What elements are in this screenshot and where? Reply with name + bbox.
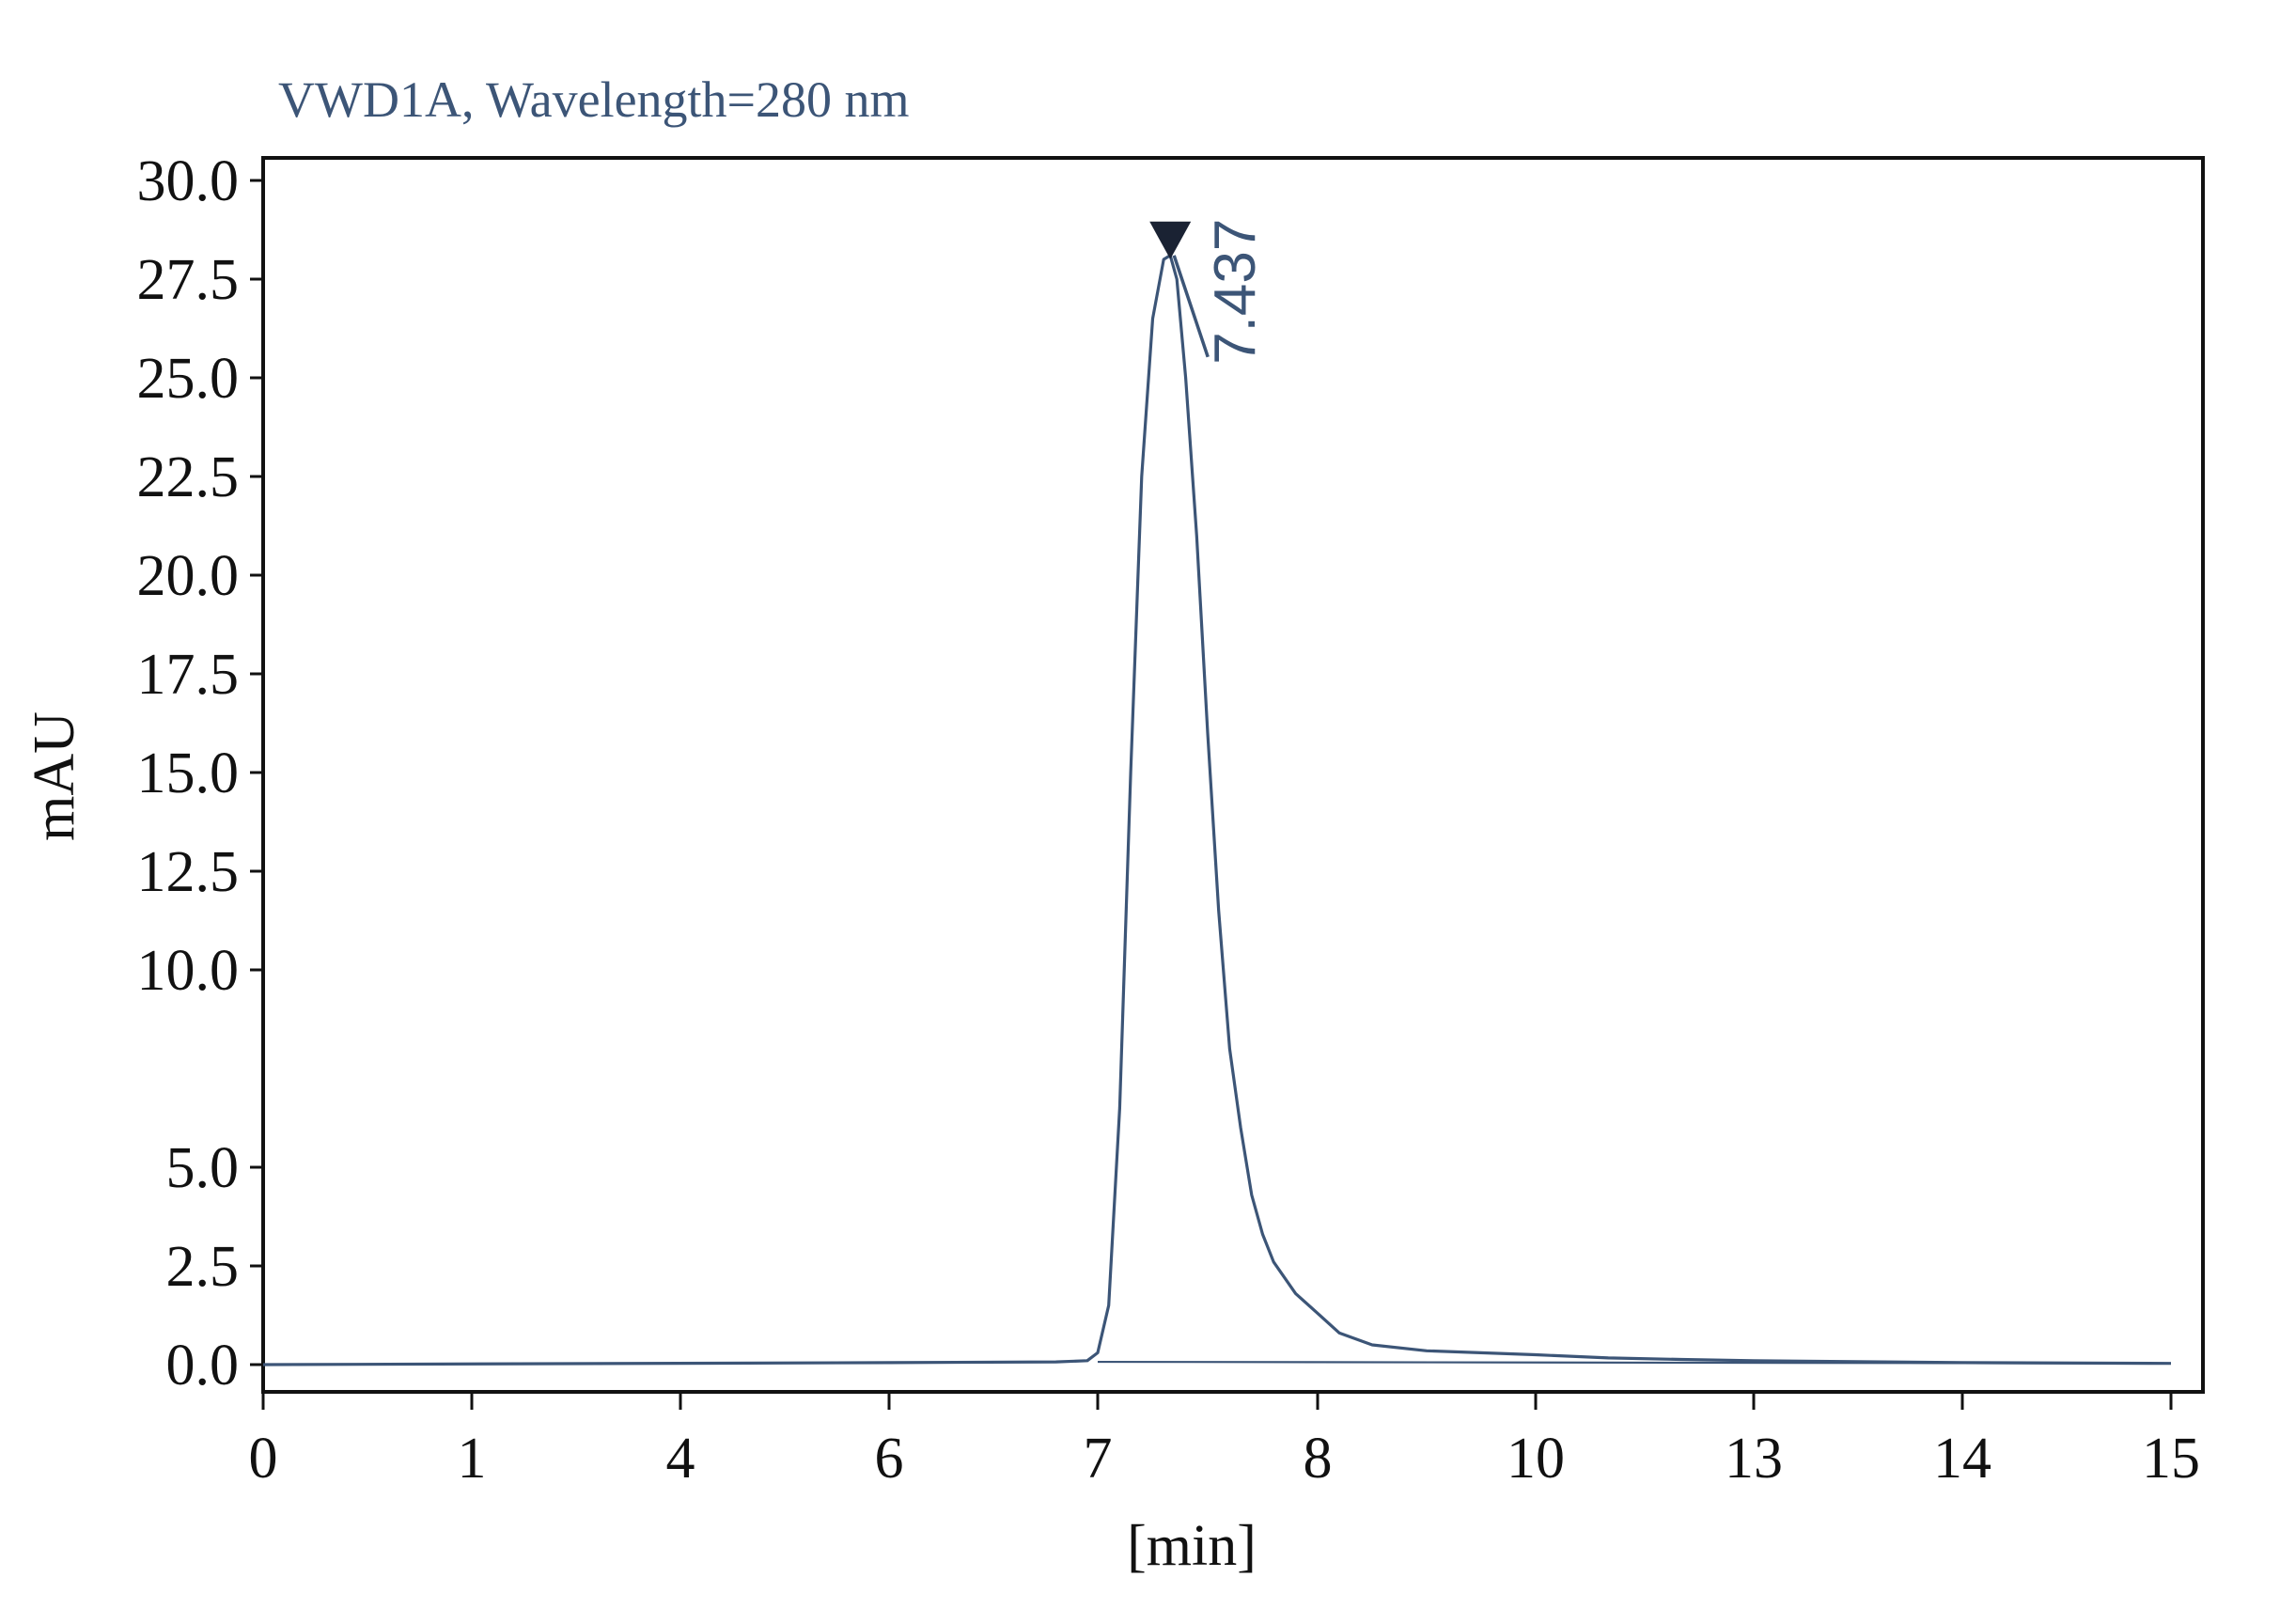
y-tick-label: 15.0 <box>137 742 240 805</box>
y-tick-label: 0.0 <box>166 1334 240 1398</box>
plot-frame <box>261 156 2205 1394</box>
y-axis: 0.0 2.5 5.0 10.0 12.5 15.0 17.5 20.0 22.5 25.0 27.… <box>137 149 263 1398</box>
peak-label-leader <box>1172 255 1210 358</box>
y-tick-label: 20.0 <box>137 544 240 608</box>
y-tick-label: 10.0 <box>137 939 240 1003</box>
x-tick-label: 7 <box>1084 1427 1113 1491</box>
y-tick-label: 27.5 <box>137 248 240 312</box>
y-tick-label: 12.5 <box>137 840 240 904</box>
x-axis: 0 1 4 6 7 8 10 13 14 15 <box>249 1392 2200 1491</box>
x-tick-label: 15 <box>2142 1427 2200 1491</box>
peak-retention-time-label: 7.437 <box>1203 219 1268 365</box>
y-tick-label: 22.5 <box>137 445 240 509</box>
x-tick-label: 10 <box>1507 1427 1565 1491</box>
x-tick-label: 4 <box>666 1427 695 1491</box>
x-tick-label: 0 <box>249 1427 278 1491</box>
x-tick-label: 14 <box>1933 1427 1991 1491</box>
chromatogram-trace <box>262 254 2172 1366</box>
x-tick-label: 1 <box>458 1427 487 1491</box>
x-tick-label: 6 <box>875 1427 904 1491</box>
peak-triangle-icon <box>1149 221 1192 259</box>
peak-marker: 7.437 <box>1149 219 1268 365</box>
y-axis-label: mAU <box>23 711 86 841</box>
chart-title: VWD1A, Wavelength=280 nm <box>278 71 910 128</box>
y-tick-label: 25.0 <box>137 347 240 411</box>
x-tick-label: 13 <box>1725 1427 1783 1491</box>
x-tick-label: 8 <box>1304 1427 1333 1491</box>
y-tick-label: 30.0 <box>137 149 240 213</box>
y-tick-label: 17.5 <box>137 643 240 707</box>
x-axis-label: [min] <box>1127 1514 1257 1578</box>
y-tick-label: 5.0 <box>166 1136 240 1200</box>
y-tick-label: 2.5 <box>166 1235 240 1299</box>
